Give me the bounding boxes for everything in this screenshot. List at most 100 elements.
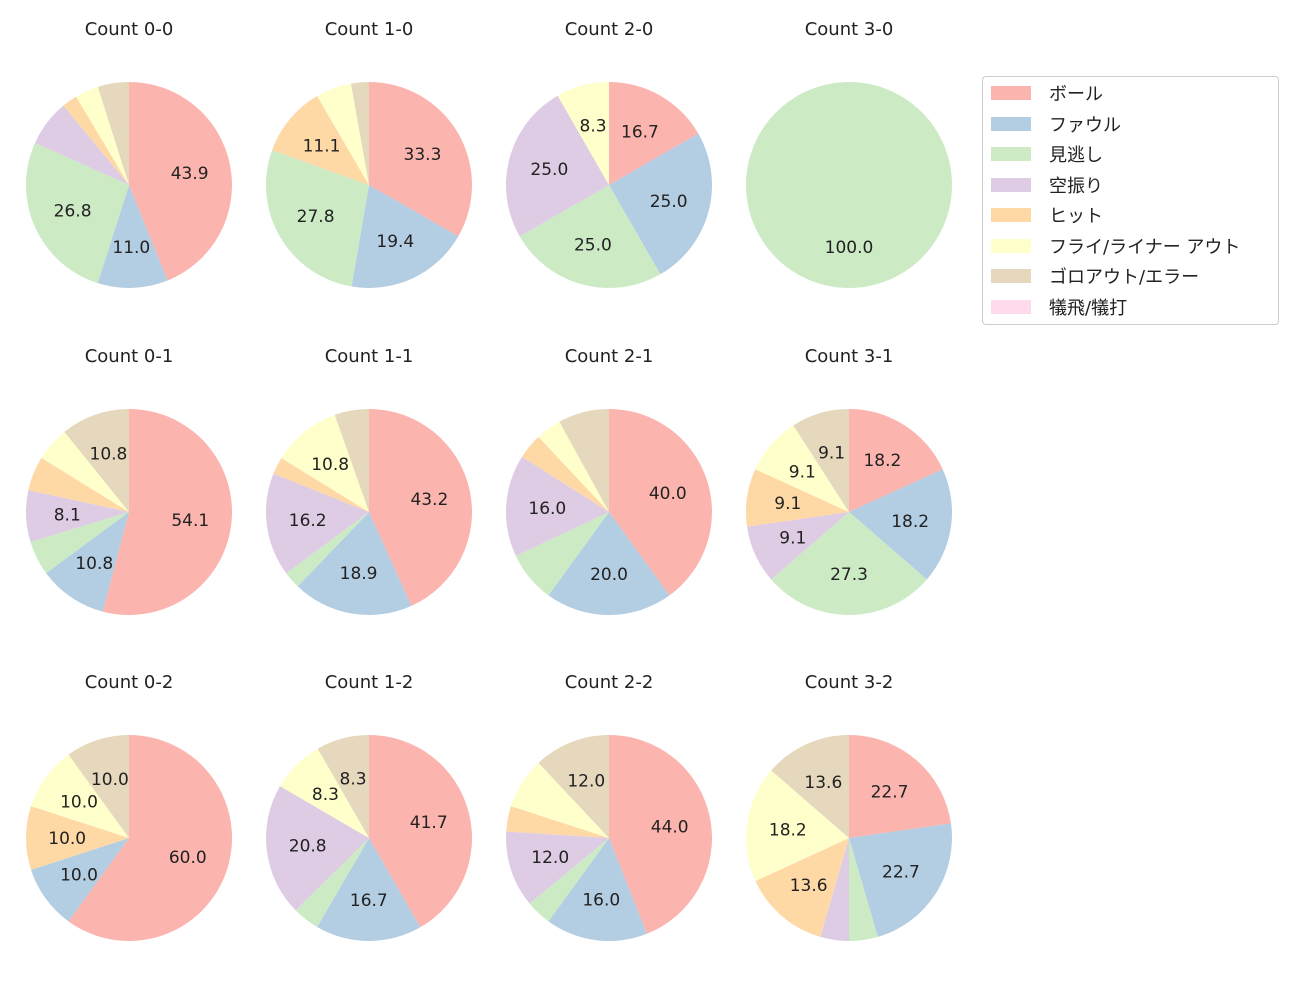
pie-slice-6 — [793, 409, 849, 512]
pie-slice-3 — [266, 473, 369, 574]
data-label: 22.7 — [871, 782, 909, 802]
pie-slice-5 — [538, 421, 609, 512]
pie-slice-6 — [771, 735, 849, 838]
pie-slice-0 — [849, 735, 951, 838]
pie-slice-3 — [747, 512, 849, 580]
pie-slice-1 — [297, 512, 412, 615]
pie-slice-1 — [609, 133, 712, 275]
pie-slice-4 — [272, 96, 369, 185]
data-label: 27.3 — [830, 565, 868, 585]
pie-title: Count 3-1 — [805, 346, 894, 367]
pie-slice-0 — [609, 82, 699, 185]
pie-slice-4 — [63, 96, 129, 185]
data-label: 27.8 — [297, 207, 335, 227]
pie-slice-6 — [64, 409, 129, 512]
legend-item: 犠飛/犠打 — [991, 297, 1128, 319]
pie-slice-1 — [351, 185, 459, 288]
pie-slice-2 — [529, 838, 609, 922]
pie-slice-0 — [68, 735, 232, 941]
pie-slice-6 — [68, 735, 129, 838]
pie-slice-4 — [506, 806, 609, 838]
pie-slice-2 — [746, 82, 952, 288]
pie-slice-1 — [548, 512, 670, 615]
data-label: 11.0 — [112, 238, 150, 258]
pie-title: Count 0-2 — [85, 672, 174, 693]
legend-swatch — [991, 86, 1031, 100]
legend-swatch — [991, 147, 1031, 161]
legend-label: ゴロアウト/エラー — [1049, 267, 1200, 288]
pie-slice-4 — [755, 838, 849, 937]
pie-slice-5 — [511, 762, 609, 838]
pie-slice-1 — [317, 838, 421, 942]
legend-item: ヒット — [991, 205, 1103, 227]
data-label: 54.1 — [171, 511, 209, 531]
pie-slice-3 — [820, 838, 849, 941]
pie-slice-2 — [849, 838, 878, 941]
data-label: 20.0 — [590, 565, 628, 585]
legend-label: ボール — [1049, 84, 1103, 105]
pie-slice-4 — [522, 436, 609, 512]
pie-slice-1 — [548, 838, 647, 941]
pie-slice-2 — [266, 150, 369, 287]
pie-slice-3 — [506, 831, 609, 904]
data-label: 13.6 — [790, 876, 828, 896]
data-label: 40.0 — [649, 484, 687, 504]
data-label: 10.0 — [60, 793, 98, 813]
pie-slice-4 — [28, 457, 129, 512]
pie-title: Count 2-1 — [565, 346, 654, 367]
legend-label: 犠飛/犠打 — [1049, 297, 1128, 319]
data-label: 19.4 — [376, 232, 414, 252]
data-label: 10.8 — [75, 554, 113, 574]
data-label: 10.8 — [311, 455, 349, 475]
legend-label: ヒット — [1049, 206, 1103, 227]
data-label: 22.7 — [882, 863, 920, 883]
data-label: 16.0 — [528, 499, 566, 519]
pie-slice-3 — [25, 490, 130, 542]
data-label: 100.0 — [825, 238, 874, 258]
data-label: 9.1 — [789, 463, 816, 483]
data-label: 10.8 — [90, 445, 128, 465]
legend-swatch — [991, 238, 1031, 253]
pie-slice-0 — [369, 735, 473, 928]
data-label: 10.0 — [91, 770, 129, 790]
pie-title: Count 3-2 — [805, 672, 894, 693]
pie-slice-3 — [506, 95, 609, 237]
data-label: 25.0 — [574, 236, 612, 256]
legend-swatch — [991, 299, 1031, 314]
pie-title: Count 1-0 — [325, 19, 414, 40]
pie-slice-2 — [519, 185, 661, 288]
legend-swatch — [991, 208, 1031, 222]
pie-slice-5 — [280, 748, 369, 838]
pie-slice-2 — [515, 512, 609, 596]
legend: ボール ファウル 見逃し 空振り ヒット フライ/ライナー アウト ゴロアウト/エラー 犠飛/… — [982, 76, 1279, 325]
pie-slice-2 — [771, 512, 927, 616]
legend-swatch — [991, 177, 1031, 192]
pie-slice-5 — [41, 431, 130, 512]
pie-title: Count 0-1 — [85, 346, 174, 367]
pie-title: Count 2-2 — [565, 672, 654, 693]
data-label: 41.7 — [410, 813, 448, 833]
data-label: 8.1 — [54, 506, 81, 526]
legend-item: ボール — [991, 83, 1103, 105]
pie-slice-0 — [609, 735, 712, 934]
pie-slice-3 — [34, 105, 129, 185]
legend-swatch — [991, 269, 1031, 283]
pie-slice-6 — [350, 82, 369, 185]
data-label: 18.9 — [340, 564, 378, 584]
data-label: 16.7 — [350, 891, 388, 911]
legend-item: ゴロアウト/エラー — [991, 266, 1200, 288]
legend-label: フライ/ライナー アウト — [1049, 236, 1241, 258]
pie-slice-3 — [266, 786, 369, 911]
pie-slice-6 — [317, 735, 369, 838]
pie-slice-3 — [506, 456, 609, 556]
data-label: 18.2 — [891, 512, 929, 532]
pie-slice-1 — [46, 512, 130, 612]
data-label: 9.1 — [779, 529, 806, 549]
pie-slice-2 — [26, 142, 129, 284]
pie-slice-4 — [25, 806, 129, 870]
pie-slice-0 — [369, 409, 472, 606]
legend-label: ファウル — [1049, 114, 1121, 136]
pie-slice-0 — [129, 82, 233, 281]
legend-swatch — [991, 116, 1031, 131]
